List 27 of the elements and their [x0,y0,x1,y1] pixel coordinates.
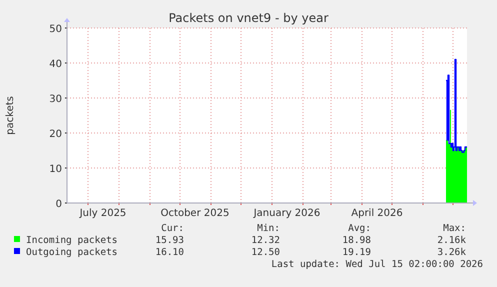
x-tick-label: January 2026 [252,208,320,219]
y-axis-title: packets [5,96,16,135]
chart-title: Packets on vnet9 - by year [168,11,328,25]
x-tick-label: July 2025 [78,208,126,219]
y-tick-label: 20 [49,129,62,140]
text: 12.32 [251,235,280,246]
y-tick-label: 30 [49,94,62,105]
text: 16.10 [155,247,184,258]
text: 3.26k [437,247,466,258]
text: Avg: [348,223,371,234]
text: 19.19 [342,247,372,258]
text: Last update: Wed Jul 15 02:00:00 2026 [271,259,484,270]
x-tick-label: April 2026 [351,208,403,219]
text: 18.98 [342,235,372,246]
x-tick-label: October 2025 [160,208,230,219]
y-tick-label: 40 [49,59,62,70]
text: 12.50 [251,247,280,258]
y-tick-label: 10 [49,164,62,175]
legend-label: Incoming packets [26,235,118,246]
text: Max: [443,223,466,234]
text: Cur: [161,223,184,234]
legend-label: Outgoing packets [26,247,118,258]
y-tick-label: 50 [49,24,62,35]
text: Min: [257,223,280,234]
text: 2.16k [437,235,466,246]
y-tick-label: 0 [56,199,62,210]
text: 15.93 [155,235,184,246]
